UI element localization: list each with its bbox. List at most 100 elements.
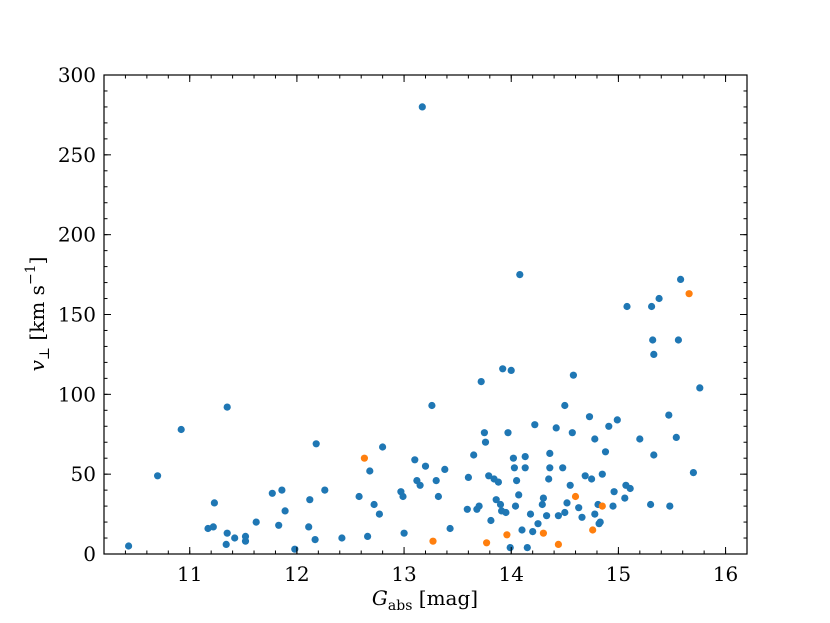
data-point-s0-95 bbox=[585, 413, 594, 421]
data-point-s0-42 bbox=[446, 524, 454, 533]
data-point-s0-27 bbox=[370, 500, 378, 509]
data-point-s0-58 bbox=[499, 365, 507, 373]
data-point-s0-111 bbox=[626, 484, 634, 493]
data-point-s0-93 bbox=[578, 513, 586, 521]
data-point-s0-9 bbox=[231, 534, 239, 542]
data-point-s0-45 bbox=[470, 451, 478, 459]
data-point-s0-118 bbox=[655, 294, 663, 303]
x-axis-label: Gabs [mag] bbox=[372, 586, 478, 614]
data-point-s0-92 bbox=[575, 504, 583, 512]
data-point-s0-35 bbox=[416, 481, 424, 489]
data-point-s0-25 bbox=[364, 532, 372, 541]
data-point-s0-7 bbox=[223, 529, 231, 537]
data-point-s0-59 bbox=[502, 508, 510, 517]
data-point-s0-22 bbox=[321, 486, 329, 494]
data-point-s0-18 bbox=[305, 523, 313, 531]
data-point-s0-71 bbox=[521, 464, 529, 472]
data-point-s0-121 bbox=[672, 433, 680, 441]
x-tick-label: 13 bbox=[391, 562, 416, 586]
data-point-s0-43 bbox=[463, 505, 471, 513]
data-point-s0-120 bbox=[666, 502, 674, 510]
data-point-s1-4 bbox=[539, 529, 548, 537]
data-point-s0-14 bbox=[275, 521, 283, 529]
data-point-s1-7 bbox=[589, 526, 597, 534]
y-axis-label: v⊥ [km s−1] bbox=[23, 257, 53, 372]
data-point-s0-110 bbox=[623, 302, 631, 311]
data-point-s0-70 bbox=[521, 453, 529, 461]
data-point-s1-1 bbox=[429, 537, 437, 545]
data-point-s0-49 bbox=[480, 429, 488, 437]
x-tick-label: 15 bbox=[606, 562, 631, 586]
data-point-s0-38 bbox=[428, 401, 436, 410]
data-point-s0-55 bbox=[494, 478, 502, 486]
data-point-s0-13 bbox=[268, 489, 276, 497]
data-point-s0-123 bbox=[677, 275, 685, 283]
data-point-s0-125 bbox=[696, 384, 704, 392]
data-point-s0-28 bbox=[375, 510, 383, 518]
data-point-s0-82 bbox=[546, 449, 554, 457]
data-point-s0-31 bbox=[399, 492, 407, 501]
data-point-s0-72 bbox=[523, 544, 531, 552]
data-point-s0-68 bbox=[516, 271, 524, 279]
data-point-s0-44 bbox=[464, 473, 472, 481]
x-tick-label: 14 bbox=[499, 562, 524, 586]
data-point-s1-5 bbox=[554, 540, 563, 549]
data-point-s0-20 bbox=[311, 536, 319, 544]
data-point-s0-67 bbox=[515, 491, 523, 499]
data-point-s0-1 bbox=[154, 472, 162, 480]
data-point-s0-97 bbox=[591, 510, 599, 518]
data-point-s1-0 bbox=[360, 454, 368, 462]
data-point-s0-104 bbox=[605, 422, 613, 430]
data-point-s0-63 bbox=[509, 454, 517, 462]
data-point-s0-117 bbox=[650, 350, 658, 358]
data-point-s0-52 bbox=[487, 516, 495, 525]
data-point-s0-65 bbox=[511, 502, 520, 510]
data-point-s0-73 bbox=[526, 510, 535, 518]
y-tick-label: 200 bbox=[58, 223, 96, 247]
data-point-s0-2 bbox=[177, 425, 185, 434]
data-point-s0-32 bbox=[400, 529, 408, 537]
y-tick-label: 50 bbox=[71, 462, 96, 486]
data-point-s0-75 bbox=[531, 421, 539, 429]
data-point-s0-86 bbox=[561, 508, 569, 517]
data-point-s0-108 bbox=[621, 494, 629, 502]
data-point-s1-8 bbox=[598, 502, 606, 510]
data-point-s0-112 bbox=[636, 435, 644, 443]
data-point-s0-94 bbox=[581, 472, 589, 480]
data-point-s0-89 bbox=[566, 481, 574, 489]
data-point-s0-12 bbox=[252, 518, 260, 526]
y-tick-label: 250 bbox=[58, 143, 96, 167]
data-point-s0-26 bbox=[366, 467, 374, 475]
data-point-s0-60 bbox=[504, 429, 512, 437]
data-point-s0-96 bbox=[588, 475, 596, 483]
data-point-s0-74 bbox=[529, 528, 537, 536]
data-point-s0-76 bbox=[534, 520, 542, 528]
data-point-s0-98 bbox=[591, 435, 599, 443]
data-point-s0-119 bbox=[665, 411, 673, 419]
data-point-s0-84 bbox=[554, 512, 563, 520]
y-tick-label: 100 bbox=[58, 382, 96, 406]
data-point-s0-5 bbox=[210, 499, 218, 507]
plot-frame bbox=[103, 74, 748, 555]
data-point-s0-78 bbox=[539, 494, 548, 502]
data-point-s0-80 bbox=[545, 475, 553, 483]
data-point-s0-107 bbox=[613, 416, 621, 424]
points-layer bbox=[125, 103, 704, 553]
data-point-s0-23 bbox=[338, 534, 346, 542]
data-point-s0-124 bbox=[689, 469, 698, 477]
data-point-s0-15 bbox=[278, 486, 286, 494]
data-point-s1-2 bbox=[483, 539, 491, 547]
axes-layer: 11 12 13 14 15 16 0 50 100 150 200 250 300 bbox=[58, 63, 748, 586]
data-point-s0-33 bbox=[411, 456, 419, 464]
data-point-s0-113 bbox=[647, 500, 655, 509]
data-point-s0-36 bbox=[418, 103, 426, 111]
data-point-s0-54 bbox=[492, 496, 500, 504]
data-point-s1-6 bbox=[571, 492, 580, 501]
data-point-s0-64 bbox=[510, 464, 518, 472]
data-point-s0-122 bbox=[674, 336, 683, 344]
data-point-s0-50 bbox=[481, 438, 490, 446]
x-tick-label: 16 bbox=[713, 562, 738, 586]
data-point-s0-81 bbox=[546, 464, 554, 472]
data-point-s0-90 bbox=[568, 429, 576, 437]
